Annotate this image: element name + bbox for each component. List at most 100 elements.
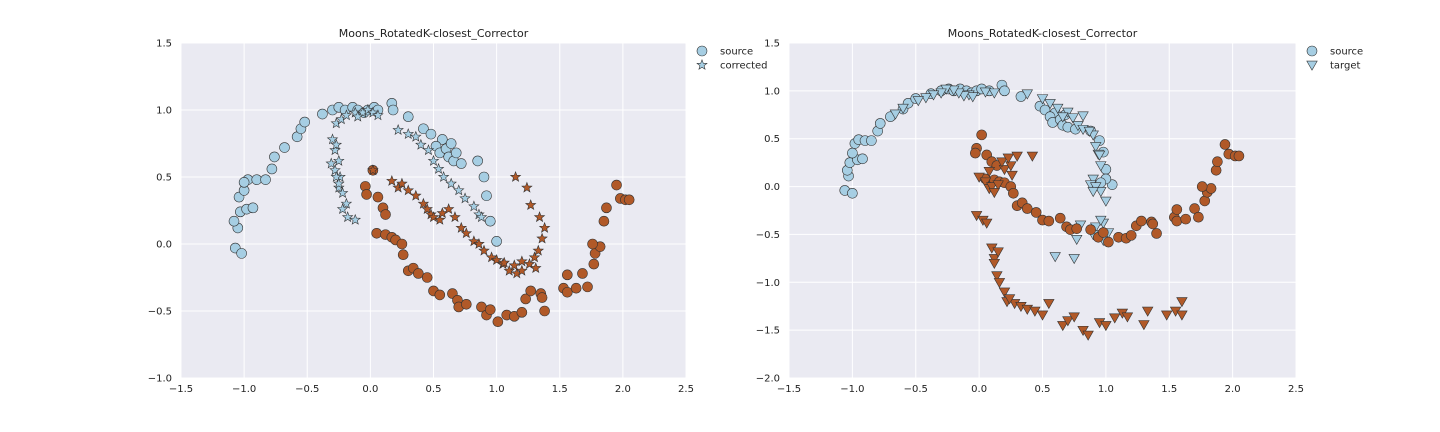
data-point xyxy=(1233,150,1245,162)
data-point xyxy=(421,203,433,215)
data-point xyxy=(1011,151,1023,162)
data-point xyxy=(421,272,433,283)
data-point xyxy=(340,197,353,209)
y-tick-label: −1.5 xyxy=(756,326,780,337)
data-point xyxy=(380,209,391,220)
data-point xyxy=(1171,204,1183,215)
y-tick-label: 1.0 xyxy=(156,106,172,117)
data-point xyxy=(1136,215,1147,227)
data-point xyxy=(993,278,1006,289)
data-point xyxy=(1161,310,1173,321)
data-point xyxy=(1087,174,1099,185)
data-point xyxy=(445,138,457,149)
data-point xyxy=(525,285,537,297)
data-point xyxy=(577,268,588,279)
data-point xyxy=(623,194,635,206)
data-point xyxy=(417,197,430,209)
data-point xyxy=(528,251,541,263)
legend-label: target xyxy=(1330,61,1360,72)
data-point xyxy=(1087,187,1099,198)
data-point xyxy=(1062,316,1074,327)
y-tick-label: 0.0 xyxy=(764,182,780,193)
data-point xyxy=(1180,213,1192,225)
data-point xyxy=(1176,310,1188,321)
data-point xyxy=(333,154,345,166)
data-point xyxy=(530,262,542,274)
data-point xyxy=(536,232,548,244)
data-point xyxy=(455,158,467,169)
y-tick-label: 0.5 xyxy=(156,173,172,184)
data-point xyxy=(1100,321,1112,332)
x-tick-label: −1.5 xyxy=(777,384,801,395)
markers xyxy=(839,79,1245,341)
data-point xyxy=(442,203,455,215)
data-point xyxy=(472,155,483,167)
data-point xyxy=(251,174,263,185)
data-point xyxy=(427,211,440,223)
data-point xyxy=(1021,203,1033,214)
data-point xyxy=(1095,187,1107,198)
y-tick-label: 1.5 xyxy=(764,39,780,50)
data-point xyxy=(468,200,480,212)
data-point xyxy=(1196,181,1208,192)
data-point xyxy=(611,179,622,191)
data-point xyxy=(999,85,1010,97)
x-tick-label: −0.5 xyxy=(295,384,319,395)
data-point xyxy=(478,171,490,183)
data-point xyxy=(533,211,546,223)
x-tick-label: 0.0 xyxy=(971,384,987,395)
data-point xyxy=(450,147,462,159)
data-point xyxy=(998,287,1011,298)
data-point xyxy=(948,85,960,96)
data-point xyxy=(351,110,364,122)
data-point xyxy=(329,164,341,176)
data-point xyxy=(1057,321,1069,332)
data-point xyxy=(330,138,343,150)
data-point xyxy=(1095,215,1107,226)
data-point xyxy=(889,109,902,120)
data-point xyxy=(299,116,311,128)
data-point xyxy=(516,255,528,267)
data-point xyxy=(485,251,498,263)
data-point xyxy=(1138,320,1150,331)
x-tick-label: 0.0 xyxy=(362,384,378,395)
data-point xyxy=(452,184,465,196)
data-point xyxy=(367,164,379,176)
data-point xyxy=(992,180,1004,191)
data-point xyxy=(434,289,446,301)
data-point xyxy=(481,190,492,202)
data-point xyxy=(461,298,472,310)
data-point xyxy=(1082,330,1094,341)
data-point xyxy=(402,184,415,196)
data-point xyxy=(520,293,531,305)
y-tick-label: −0.5 xyxy=(756,230,780,241)
data-point xyxy=(238,177,250,188)
data-point xyxy=(1077,111,1089,122)
data-point xyxy=(330,170,343,182)
x-tick-label: 2.5 xyxy=(1288,384,1304,395)
data-point xyxy=(981,218,993,229)
x-tick-label: 1.0 xyxy=(1098,384,1114,395)
data-point xyxy=(1093,150,1106,161)
data-point xyxy=(372,109,384,121)
data-point xyxy=(326,133,339,145)
data-point xyxy=(1205,183,1217,194)
data-point xyxy=(1071,223,1083,234)
data-point xyxy=(478,244,490,256)
data-point xyxy=(402,128,415,140)
x-tick-label: 0.5 xyxy=(426,384,442,395)
x-tick-label: 1.5 xyxy=(552,384,568,395)
data-point xyxy=(473,237,485,249)
data-point xyxy=(1068,254,1080,265)
x-tick-label: −1.0 xyxy=(232,384,256,395)
data-point xyxy=(1121,312,1134,323)
data-point xyxy=(367,106,379,118)
data-point xyxy=(991,271,1003,282)
data-point xyxy=(874,118,886,129)
y-tick-label: 1.5 xyxy=(156,39,172,50)
data-point xyxy=(967,92,979,103)
y-tick-label: −0.5 xyxy=(148,307,172,318)
data-point xyxy=(536,292,548,303)
data-point xyxy=(392,124,404,135)
data-point xyxy=(396,238,408,250)
